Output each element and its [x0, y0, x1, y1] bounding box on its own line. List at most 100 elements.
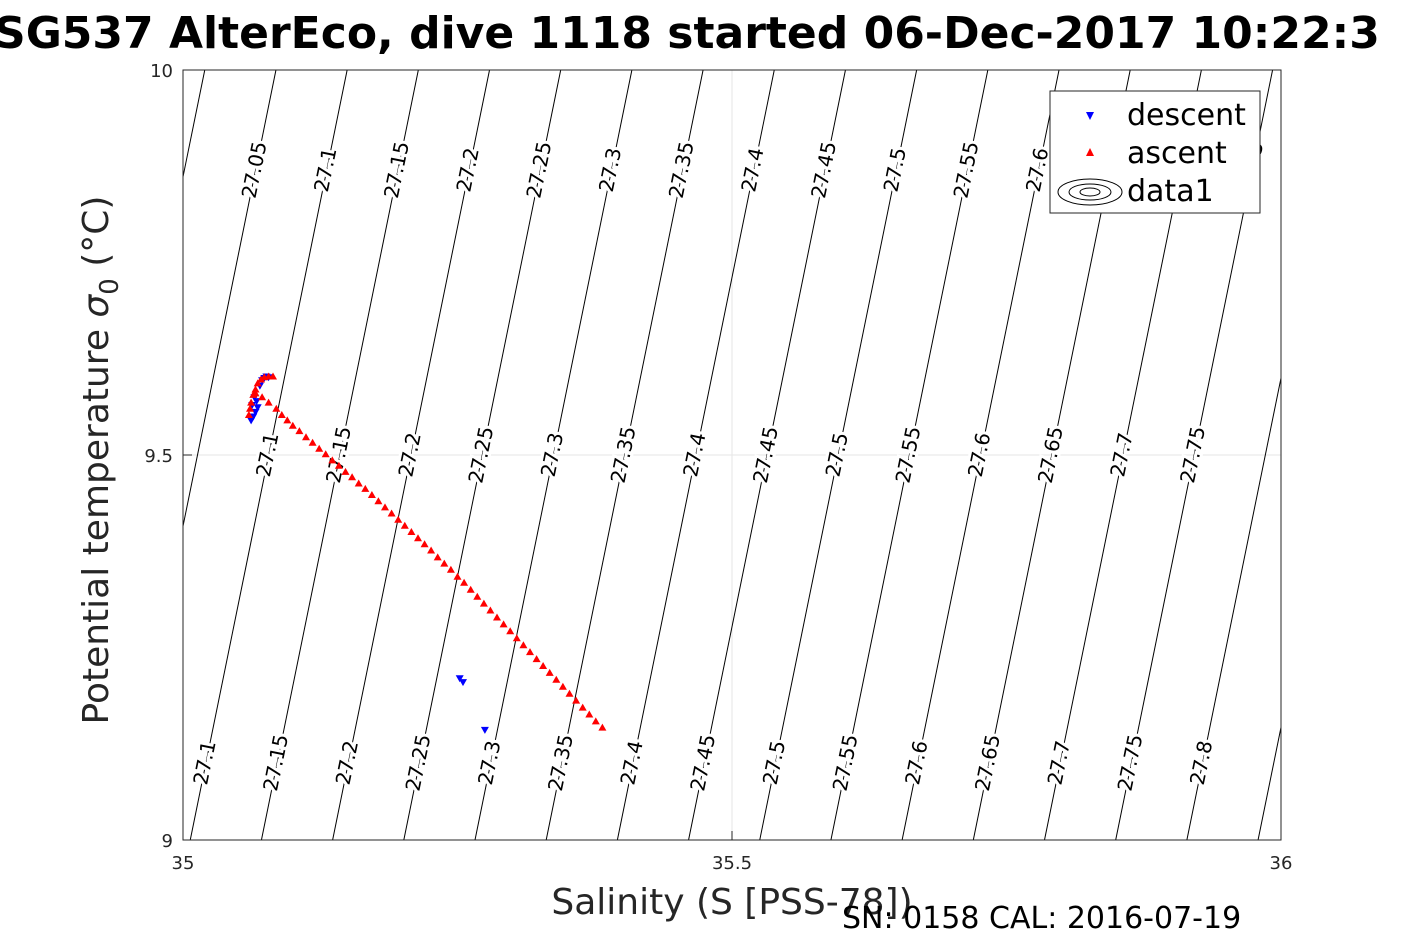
y-axis-label-unit: (°C): [76, 196, 117, 279]
ascent-point: [558, 682, 567, 690]
ascent-point: [381, 503, 389, 511]
ascent-point: [519, 641, 528, 649]
contour-line: [182, 69, 277, 527]
ascent-point: [247, 398, 256, 406]
ascent-point: [244, 411, 253, 418]
ascent-point: [486, 606, 495, 614]
data-series: [244, 372, 607, 734]
descent-point: [459, 679, 467, 687]
ascent-point: [246, 404, 254, 412]
x-tick-label: 35: [172, 853, 195, 874]
ascent-point: [302, 433, 310, 441]
contour-line: [759, 69, 918, 841]
ascent-point: [585, 710, 594, 718]
contour-line: [1257, 727, 1282, 841]
ascent-point: [277, 411, 286, 418]
y-axis-label: Potential temperature σ0 (°C): [76, 196, 125, 725]
ascent-point: [361, 484, 370, 492]
ascent-point: [348, 473, 357, 481]
legend-ascent-marker: [1086, 148, 1094, 156]
y-tick-label: 9.5: [144, 446, 173, 467]
series-ascent: [244, 372, 607, 731]
ascent-point: [427, 546, 436, 554]
ascent-point: [264, 398, 273, 406]
isopycnal-contours: [182, 69, 1282, 841]
ascent-point: [334, 461, 343, 469]
ascent-point: [552, 675, 561, 683]
contour-line: [688, 69, 846, 841]
ascent-point: [473, 592, 482, 600]
ascent-point: [400, 521, 409, 529]
y-axis-label-subscript: 0: [95, 278, 125, 295]
ascent-point: [565, 689, 574, 697]
descent-point: [455, 675, 464, 683]
ascent-point: [283, 416, 292, 424]
ascent-point: [414, 534, 422, 542]
ascent-point: [341, 467, 350, 475]
ascent-point: [315, 444, 324, 452]
contour-line: [901, 69, 1060, 841]
ascent-point: [272, 404, 281, 412]
legend-data1-contour-icon: [1057, 178, 1123, 206]
x-axis-ticks: 35 35.5 36: [172, 831, 1293, 874]
contour-line: [1186, 377, 1282, 841]
ascent-point: [578, 703, 587, 711]
ascent-point: [440, 559, 449, 567]
ascent-point: [466, 585, 475, 593]
legend-descent-marker: [1086, 112, 1094, 120]
contour-line: [616, 69, 775, 841]
legend-ascent-label: ascent: [1127, 136, 1227, 171]
ascent-point: [446, 565, 455, 573]
ascent-point: [387, 509, 396, 517]
legend-descent-label: descent: [1127, 98, 1246, 133]
ascent-point: [499, 620, 508, 628]
contour-line: [403, 69, 562, 841]
ascent-point: [539, 662, 548, 669]
ascent-point: [460, 578, 469, 586]
ascent-point: [545, 668, 554, 676]
ascent-point: [572, 696, 581, 704]
ascent-point: [258, 393, 267, 401]
ascent-point: [493, 613, 501, 621]
footer-serial-calibration: SN: 0158 CAL: 2016-07-19: [842, 901, 1241, 936]
ascent-point: [420, 540, 429, 548]
ascent-point: [394, 515, 403, 523]
ascent-point: [433, 553, 442, 561]
contour-line: [332, 69, 491, 841]
ascent-point: [407, 528, 416, 535]
y-tick-label: 9: [162, 831, 173, 852]
legend-data1-label: data1: [1127, 174, 1214, 209]
ascent-point: [367, 491, 376, 498]
contour-line: [260, 69, 419, 841]
ascent-point: [374, 497, 383, 505]
ascent-point: [253, 379, 262, 387]
x-tick-label: 36: [1270, 853, 1293, 874]
ascent-point: [308, 438, 317, 446]
ascent-point: [321, 450, 330, 458]
contour-line: [545, 69, 704, 841]
ascent-point: [295, 427, 304, 435]
descent-point: [480, 726, 489, 734]
ascent-point: [453, 572, 462, 580]
ascent-point: [591, 717, 600, 725]
contour-line: [830, 69, 989, 841]
x-tick-label: 35.5: [712, 853, 752, 874]
legend: descent ascent data1: [1049, 90, 1261, 214]
ascent-point: [512, 634, 521, 642]
descent-point: [253, 404, 262, 412]
contour-line: [189, 69, 348, 841]
y-axis-label-sigma: σ: [76, 294, 117, 318]
contour-line: [474, 69, 633, 841]
contour-line: [182, 69, 206, 177]
ascent-point: [354, 479, 363, 487]
ascent-point: [251, 389, 260, 397]
ascent-point: [598, 723, 607, 731]
ascent-point: [251, 385, 260, 393]
y-tick-label: 10: [150, 61, 173, 82]
ascent-point: [328, 456, 337, 464]
y-axis-ticks: 9 9.5 10: [144, 61, 192, 852]
legend-box: [1049, 90, 1261, 214]
chart-title: SG537 AlterEco, dive 1118 started 06-Dec…: [0, 8, 1380, 59]
y-axis-label-text: Potential temperature: [76, 318, 117, 725]
